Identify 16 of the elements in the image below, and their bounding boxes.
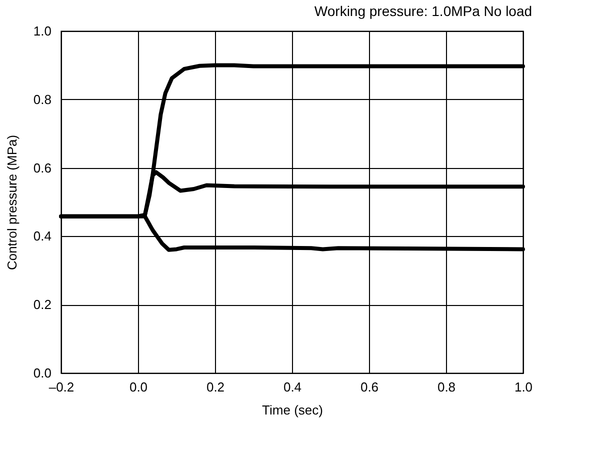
y-tick-label: 1.0 bbox=[33, 24, 52, 38]
y-tick-label: 0.2 bbox=[33, 297, 52, 312]
x-tick-label: 1.0 bbox=[514, 380, 533, 394]
x-tick-label: 0.8 bbox=[437, 380, 456, 394]
x-axis-title: Time (sec) bbox=[262, 402, 323, 418]
x-tick-label: 0.4 bbox=[283, 380, 302, 394]
y-axis-title: Control pressure (MPa) bbox=[4, 134, 20, 270]
y-tick-label: 0.4 bbox=[33, 228, 52, 244]
chart-title: Working pressure: 1.0MPa No load bbox=[314, 3, 532, 19]
x-tick-label: –0.2 bbox=[48, 380, 74, 394]
y-tick-label: 0.8 bbox=[33, 92, 52, 107]
x-tick-label: 0.0 bbox=[129, 380, 148, 394]
x-tick-label: 0.2 bbox=[206, 380, 225, 394]
y-tick-label: 0.6 bbox=[33, 160, 52, 176]
y-tick-label: 0.0 bbox=[33, 366, 52, 380]
x-tick-label: 0.6 bbox=[360, 380, 379, 394]
